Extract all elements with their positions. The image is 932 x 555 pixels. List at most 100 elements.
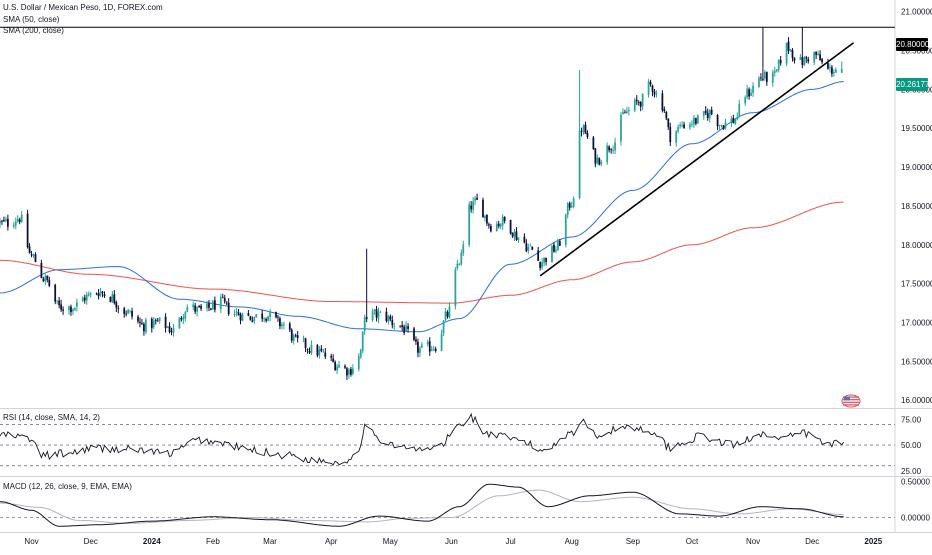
macd-line bbox=[0, 483, 844, 527]
candle-body bbox=[523, 236, 526, 243]
candle-body bbox=[131, 311, 133, 317]
candle-body bbox=[833, 72, 835, 74]
candle-body bbox=[720, 125, 723, 126]
candle-body bbox=[68, 306, 70, 311]
candle-body bbox=[261, 313, 264, 319]
flag-stripe bbox=[843, 401, 859, 403]
candle-body bbox=[736, 116, 739, 119]
candle-body bbox=[456, 263, 459, 269]
candle-body bbox=[677, 126, 680, 132]
candle-body bbox=[817, 53, 820, 56]
candle-body bbox=[281, 324, 283, 327]
candle-body bbox=[265, 318, 268, 321]
candle-body bbox=[545, 258, 547, 262]
sma50-legend[interactable]: SMA (50, close) bbox=[3, 15, 60, 24]
candle-body bbox=[348, 369, 350, 375]
candle-body bbox=[212, 301, 214, 310]
flag-canton bbox=[844, 396, 850, 401]
candle-body bbox=[525, 243, 528, 252]
candle-body bbox=[83, 297, 86, 301]
candle-body bbox=[247, 313, 250, 316]
candle-body bbox=[551, 245, 553, 263]
flag-stripe bbox=[843, 404, 859, 406]
candle-body bbox=[734, 119, 737, 124]
candle-body bbox=[129, 310, 131, 312]
candle-body bbox=[206, 303, 208, 309]
candle-body bbox=[40, 262, 43, 279]
candle-body bbox=[442, 320, 445, 334]
candle-body bbox=[150, 318, 153, 329]
candle-body bbox=[446, 311, 449, 317]
candle-body bbox=[539, 261, 542, 268]
candle-body bbox=[444, 311, 447, 320]
candle-body bbox=[503, 216, 506, 222]
candle-body bbox=[137, 316, 139, 322]
macd-tick-label: 0.00000 bbox=[901, 514, 930, 523]
candle-body bbox=[831, 67, 833, 74]
candle-body bbox=[572, 198, 575, 207]
trendline bbox=[539, 42, 855, 277]
macd-legend[interactable]: MACD (12, 26, close, 9, EMA, EMA) bbox=[3, 482, 132, 491]
candle-body bbox=[511, 232, 514, 237]
candle-body bbox=[432, 348, 435, 350]
candle-body bbox=[389, 316, 392, 320]
candle-body bbox=[541, 262, 544, 268]
candle-body bbox=[785, 42, 788, 64]
candle-body bbox=[675, 131, 678, 143]
candle-body bbox=[803, 57, 806, 66]
candle-body bbox=[779, 60, 782, 64]
candle-body bbox=[109, 296, 112, 302]
candle-body bbox=[594, 148, 597, 164]
sma200-legend[interactable]: SMA (200, close) bbox=[3, 26, 64, 35]
candle-body bbox=[294, 335, 297, 337]
time-tick-label: Mar bbox=[263, 537, 277, 546]
candle-body bbox=[760, 77, 762, 79]
candle-body bbox=[606, 145, 609, 163]
candle-body bbox=[34, 254, 37, 263]
candle-body bbox=[156, 320, 159, 322]
sma50-layer bbox=[0, 81, 844, 333]
price-tick-label: 18.00000 bbox=[901, 241, 932, 250]
candle-body bbox=[363, 317, 366, 332]
candle-body bbox=[143, 324, 145, 332]
candle-body bbox=[379, 311, 382, 313]
candle-body bbox=[482, 199, 484, 218]
candle-body bbox=[704, 110, 707, 113]
candle-body bbox=[306, 349, 309, 350]
price-tick-label: 16.00000 bbox=[901, 396, 932, 405]
candle-body bbox=[655, 93, 658, 95]
candle-body bbox=[426, 341, 429, 345]
candle-body bbox=[123, 308, 126, 314]
drawing-layer[interactable] bbox=[0, 26, 895, 277]
candle-body bbox=[486, 214, 488, 224]
candle-body bbox=[267, 316, 269, 321]
candle-body bbox=[164, 316, 167, 329]
rsi-legend[interactable]: RSI (14, close, SMA, 14, 2) bbox=[3, 413, 100, 422]
candle-body bbox=[472, 201, 475, 210]
candle-body bbox=[488, 224, 490, 226]
candle-body bbox=[359, 350, 362, 358]
candle-body bbox=[16, 219, 19, 222]
candle-body bbox=[635, 99, 638, 102]
candle-body bbox=[827, 63, 829, 69]
candle-body bbox=[269, 311, 271, 318]
candle-body bbox=[819, 54, 821, 61]
candle-body bbox=[249, 316, 252, 320]
candle-body bbox=[288, 323, 291, 330]
candle-body bbox=[125, 313, 128, 315]
candle-body bbox=[702, 111, 705, 116]
candle-body bbox=[641, 93, 644, 107]
candle-body bbox=[208, 303, 210, 308]
candle-body bbox=[696, 115, 699, 124]
candle-body bbox=[70, 306, 72, 313]
candle-body bbox=[470, 205, 473, 210]
candle-body bbox=[375, 308, 378, 318]
candle-body bbox=[292, 335, 295, 341]
time-tick-label: Feb bbox=[206, 537, 220, 546]
candle-body bbox=[296, 335, 299, 338]
candle-body bbox=[14, 221, 17, 226]
candle-body bbox=[75, 302, 78, 307]
candle-body bbox=[405, 325, 407, 332]
